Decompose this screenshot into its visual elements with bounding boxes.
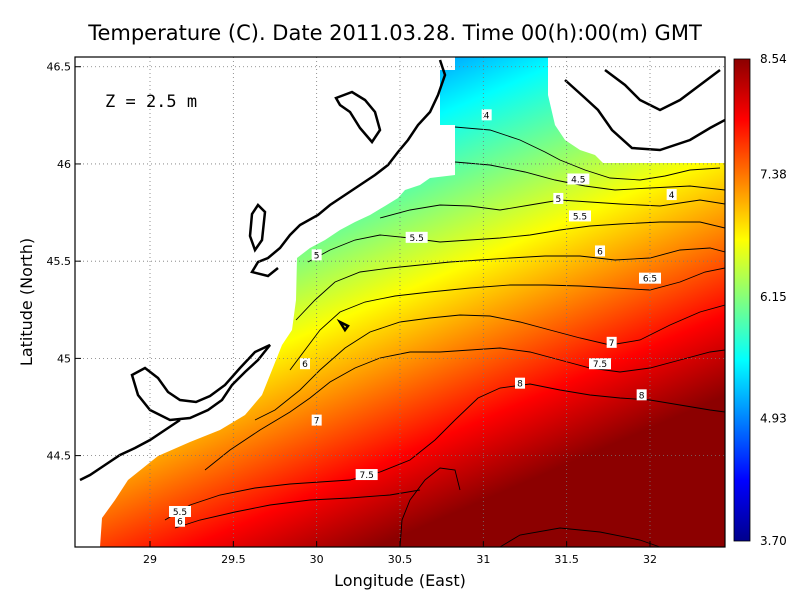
contour-label: 5.5 bbox=[569, 210, 591, 222]
y-tick-label: 45.5 bbox=[47, 255, 72, 268]
x-tick-label: 29.5 bbox=[221, 553, 246, 566]
x-tick-label: 30 bbox=[310, 553, 324, 566]
contour-line-7-south bbox=[174, 489, 421, 529]
contour-line-4 bbox=[454, 126, 721, 181]
contour-line-6 bbox=[295, 247, 725, 321]
contour-label: 4.5 bbox=[567, 173, 590, 186]
contour-label: 4 bbox=[666, 189, 677, 201]
contour-label: 7 bbox=[311, 414, 322, 427]
contour-label: 5 bbox=[311, 249, 322, 261]
y-tick-label: 46 bbox=[57, 158, 71, 171]
x-tick-label: 32 bbox=[643, 553, 657, 566]
x-tick-label: 31 bbox=[476, 553, 490, 566]
svg-text:5: 5 bbox=[314, 251, 320, 261]
contour-label: 5.5 bbox=[169, 506, 191, 518]
svg-text:5.5: 5.5 bbox=[410, 234, 424, 244]
contour-line-6.5 bbox=[289, 267, 725, 371]
contour-line-4.5 bbox=[454, 161, 725, 191]
contour-label: 6.5 bbox=[639, 272, 661, 285]
svg-text:6: 6 bbox=[177, 518, 183, 528]
y-axis-ticks: 44.5 45 45.5 46 46.5 bbox=[47, 61, 81, 463]
svg-text:6.5: 6.5 bbox=[643, 275, 657, 285]
contour-line-7.5 bbox=[204, 347, 725, 471]
colorbar-tick-label: 4.93 bbox=[760, 412, 787, 426]
land-mask bbox=[75, 57, 455, 547]
x-axis-label: Longitude (East) bbox=[334, 571, 466, 590]
svg-text:6: 6 bbox=[302, 360, 308, 370]
colorbar-tick-label: 7.38 bbox=[760, 168, 787, 182]
x-tick-label: 29 bbox=[143, 553, 157, 566]
contour-label: 6 bbox=[175, 515, 185, 528]
colorbar-tick-label: 3.70 bbox=[760, 534, 787, 548]
y-tick-label: 45 bbox=[57, 352, 71, 365]
land-mask-north bbox=[548, 57, 725, 163]
contour-label: 7.5 bbox=[589, 358, 611, 370]
svg-text:5: 5 bbox=[555, 195, 561, 205]
x-tick-label: 31.5 bbox=[554, 553, 579, 566]
contour-line-8-south bbox=[399, 467, 461, 547]
x-axis-ticks: 29 29.5 30 30.5 31 31.5 32 bbox=[143, 541, 657, 566]
svg-text:5.5: 5.5 bbox=[573, 212, 587, 222]
contour-label: 8 bbox=[636, 389, 647, 401]
svg-text:5.5: 5.5 bbox=[173, 508, 187, 518]
contour-line-8.5 bbox=[499, 527, 661, 547]
contour-label: 5 bbox=[553, 192, 564, 205]
contour-label: 7 bbox=[606, 336, 617, 349]
colorbar-tick-label: 6.15 bbox=[760, 290, 787, 304]
svg-text:7.5: 7.5 bbox=[360, 471, 374, 481]
y-tick-label: 46.5 bbox=[47, 61, 72, 74]
colorbar-ticks: 8.54 7.38 6.15 4.93 3.70 bbox=[760, 52, 787, 548]
contour-label: 7.5 bbox=[355, 469, 378, 481]
svg-text:4: 4 bbox=[484, 111, 490, 121]
contour-label: 4 bbox=[481, 109, 492, 121]
coastline bbox=[79, 59, 725, 482]
x-tick-label: 30.5 bbox=[388, 553, 413, 566]
svg-text:7: 7 bbox=[609, 339, 615, 349]
svg-text:7.5: 7.5 bbox=[593, 360, 607, 370]
contour-line-5 bbox=[379, 199, 725, 219]
svg-text:4.5: 4.5 bbox=[571, 176, 585, 186]
colorbar bbox=[733, 58, 751, 542]
depth-annotation: Z = 2.5 m bbox=[105, 92, 197, 112]
svg-text:4: 4 bbox=[669, 191, 675, 201]
svg-text:8: 8 bbox=[517, 380, 523, 390]
grid-lines bbox=[75, 57, 725, 547]
chart-title: Temperature (C). Date 2011.03.28. Time 0… bbox=[87, 21, 702, 45]
svg-text:6: 6 bbox=[597, 247, 603, 257]
colorbar-tick-label: 8.54 bbox=[760, 52, 787, 66]
y-axis-label: Latitude (North) bbox=[17, 238, 36, 366]
contour-label: 5.5 bbox=[405, 231, 428, 244]
contour-label: 6 bbox=[595, 245, 605, 257]
contour-label: 6 bbox=[300, 358, 310, 370]
contour-label: 8 bbox=[515, 377, 525, 390]
contour-line-5.5 bbox=[307, 221, 725, 263]
svg-text:8: 8 bbox=[639, 391, 645, 401]
y-tick-label: 44.5 bbox=[47, 450, 72, 463]
